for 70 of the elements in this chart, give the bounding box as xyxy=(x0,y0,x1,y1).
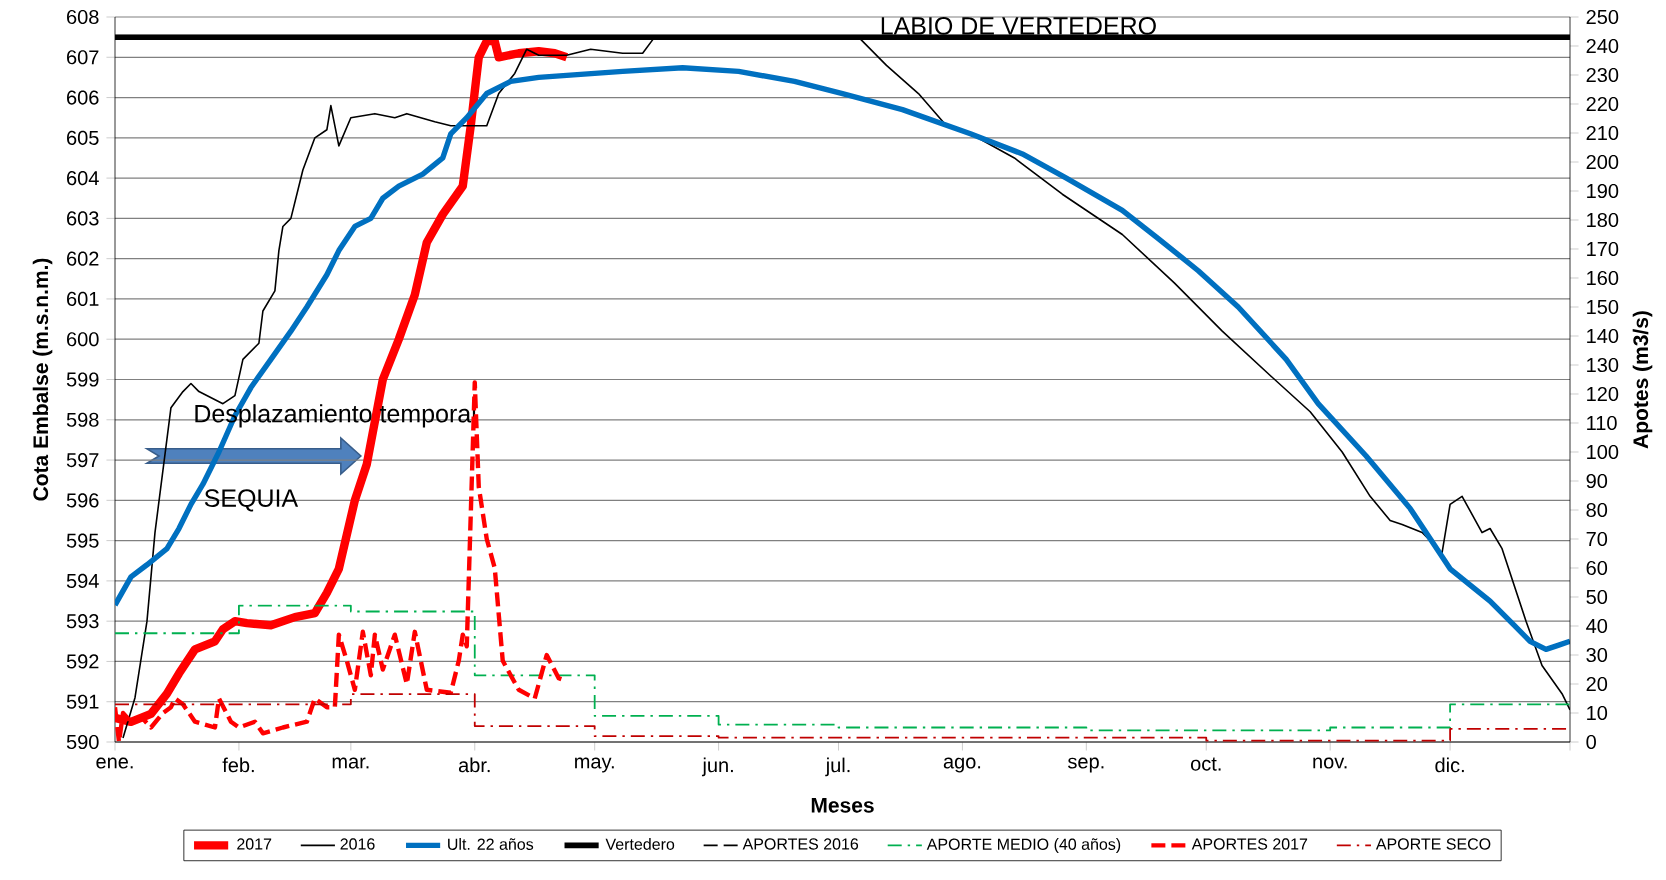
y2-tick-label: 120 xyxy=(1587,386,1619,402)
y2-tick-label: 190 xyxy=(1587,183,1619,199)
y2-tick-label: 20 xyxy=(1586,676,1608,692)
y2-tick-label: 70 xyxy=(1586,531,1608,547)
y-tick-label: 601 xyxy=(67,291,99,307)
y2-tick-label: 50 xyxy=(1586,589,1608,605)
y2-tick-label: 180 xyxy=(1587,212,1619,228)
legend-label: APORTE SECO xyxy=(1375,838,1491,850)
y2-tick-label: 90 xyxy=(1586,473,1608,489)
annotation: SEQUIA xyxy=(204,489,299,512)
x-tick-label: ago. xyxy=(943,757,981,773)
x-tick-label: jul. xyxy=(825,757,850,777)
y2-tick-label: 170 xyxy=(1587,241,1619,257)
y2-tick-label: 160 xyxy=(1587,270,1619,286)
y2-tick-label: 150 xyxy=(1587,299,1619,315)
y-tick-label: 591 xyxy=(66,694,99,709)
y2-tick-label: 80 xyxy=(1586,502,1608,518)
y-tick-label: 595 xyxy=(66,533,99,548)
y-axis-title: Cota Embalse (m.s.n.m.) xyxy=(32,258,53,501)
y2-tick-label: 220 xyxy=(1586,96,1619,112)
x-tick-label: nov. xyxy=(1313,757,1347,769)
legend-label: 2017 xyxy=(237,838,272,850)
y-tick-label: 592 xyxy=(66,654,99,669)
legend-label: APORTES 2016 xyxy=(742,838,859,850)
legend-label: APORTES 2017 xyxy=(1191,838,1308,850)
y2-tick-label: 100 xyxy=(1587,444,1619,460)
y-tick-label: 590 xyxy=(66,734,99,750)
y2-tick-label: 30 xyxy=(1586,647,1608,663)
y2-tick-label: 0 xyxy=(1586,734,1596,750)
y-tick-label: 596 xyxy=(66,493,99,508)
y2-tick-label: 230 xyxy=(1586,67,1619,83)
x-tick-label: may. xyxy=(575,757,614,773)
y-tick-label: 594 xyxy=(66,573,99,588)
y2-tick-label: 240 xyxy=(1586,38,1619,54)
legend-label: Vertedero xyxy=(605,838,675,850)
x-axis-title: Meses xyxy=(811,798,874,813)
y2-tick-label: 130 xyxy=(1587,357,1619,373)
y-tick-label: 608 xyxy=(67,9,99,25)
y-tick-label: 598 xyxy=(66,412,99,427)
y-tick-label: 597 xyxy=(66,452,99,468)
y-tick-label: 593 xyxy=(66,614,99,629)
legend-label: APORTE MEDIO (40 años) xyxy=(926,838,1121,854)
legend-label: 2016 xyxy=(340,838,375,850)
y-tick-label: 599 xyxy=(66,372,99,387)
y2-tick-label: 250 xyxy=(1586,9,1619,25)
y2-tick-label: 40 xyxy=(1586,618,1608,634)
y2-tick-label: 210 xyxy=(1586,125,1619,141)
y-tick-label: 603 xyxy=(67,211,99,226)
x-tick-label: sep. xyxy=(1068,757,1104,773)
y-tick-label: 600 xyxy=(67,332,99,347)
x-tick-label: mar. xyxy=(332,757,369,769)
y2-tick-label: 60 xyxy=(1586,560,1608,576)
annotation: LABIO DE VERTEDERO xyxy=(881,17,1156,35)
y-tick-label: 605 xyxy=(67,130,99,145)
y2-tick-label: 10 xyxy=(1587,705,1608,721)
y2-axis-title: Apotes (m3/s) xyxy=(1632,311,1653,449)
y2-tick-label: 200 xyxy=(1586,154,1619,170)
x-tick-label: dic. xyxy=(1435,757,1464,773)
x-tick-label: abr. xyxy=(458,757,490,773)
y-tick-label: 606 xyxy=(67,90,99,105)
x-tick-label: jun. xyxy=(701,757,733,777)
y2-tick-label: 140 xyxy=(1587,328,1619,344)
legend-label: Ult. 22 años xyxy=(448,838,534,850)
x-tick-label: feb. xyxy=(222,757,254,773)
x-tick-label: oct. xyxy=(1190,757,1221,771)
y-tick-label: 607 xyxy=(67,50,99,65)
y2-tick-label: 110 xyxy=(1587,415,1617,431)
x-tick-label: ene. xyxy=(96,757,133,769)
y-tick-label: 602 xyxy=(67,251,99,266)
y-tick-label: 604 xyxy=(67,171,99,186)
